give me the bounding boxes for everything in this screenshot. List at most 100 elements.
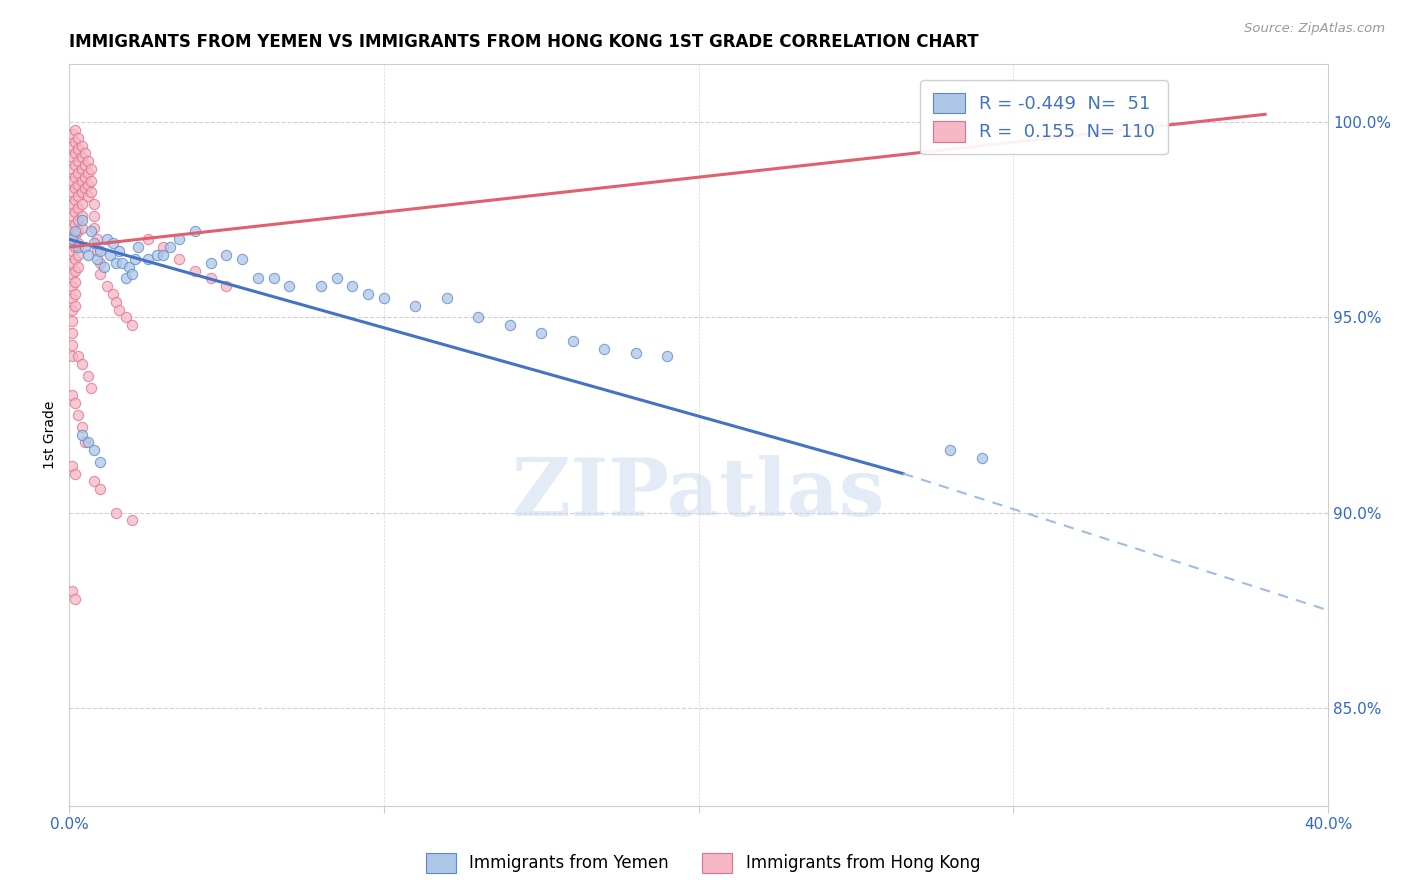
- Point: [60, 583, 83, 598]
- Point: [73, 158, 96, 172]
- Point: [215, 279, 238, 293]
- Point: [146, 248, 169, 262]
- Point: [70, 174, 93, 188]
- Point: [65, 224, 87, 238]
- Text: ZIPatlas: ZIPatlas: [512, 455, 884, 533]
- Point: [86, 244, 108, 258]
- Point: [98, 248, 121, 262]
- Point: [67, 224, 90, 238]
- Text: Source: ZipAtlas.com: Source: ZipAtlas.com: [1244, 22, 1385, 36]
- Legend: R = -0.449  N=  51, R =  0.155  N= 110: R = -0.449 N= 51, R = 0.155 N= 110: [920, 80, 1168, 154]
- Point: [152, 240, 174, 254]
- Point: [60, 388, 83, 402]
- Point: [73, 181, 96, 195]
- Point: [561, 334, 583, 348]
- Point: [200, 256, 222, 270]
- Point: [65, 217, 87, 231]
- Point: [655, 350, 678, 364]
- Point: [118, 260, 141, 274]
- Point: [65, 263, 87, 277]
- Point: [65, 287, 87, 301]
- Point: [530, 326, 553, 340]
- Point: [83, 236, 105, 251]
- Point: [60, 458, 83, 473]
- Point: [60, 326, 83, 340]
- Point: [70, 197, 93, 211]
- Point: [70, 419, 93, 434]
- Point: [65, 275, 87, 289]
- Point: [65, 299, 87, 313]
- Point: [65, 252, 87, 266]
- Text: IMMIGRANTS FROM YEMEN VS IMMIGRANTS FROM HONG KONG 1ST GRADE CORRELATION CHART: IMMIGRANTS FROM YEMEN VS IMMIGRANTS FROM…: [69, 33, 979, 51]
- Point: [89, 256, 111, 270]
- Point: [65, 240, 87, 254]
- Point: [65, 135, 87, 149]
- Point: [67, 248, 90, 262]
- Point: [593, 342, 616, 356]
- Point: [404, 299, 426, 313]
- Point: [325, 271, 347, 285]
- Point: [67, 236, 90, 251]
- Point: [86, 252, 108, 266]
- Point: [65, 228, 87, 243]
- Point: [67, 189, 90, 203]
- Point: [60, 302, 83, 317]
- Point: [80, 161, 103, 176]
- Point: [105, 506, 128, 520]
- Point: [111, 256, 134, 270]
- Point: [60, 150, 83, 164]
- Point: [70, 427, 93, 442]
- Point: [83, 197, 105, 211]
- Point: [80, 186, 103, 200]
- Point: [373, 291, 395, 305]
- Point: [167, 232, 190, 246]
- Point: [101, 236, 124, 251]
- Point: [73, 146, 96, 161]
- Point: [73, 435, 96, 450]
- Point: [357, 287, 380, 301]
- Point: [67, 130, 90, 145]
- Point: [70, 150, 93, 164]
- Point: [60, 291, 83, 305]
- Point: [67, 408, 90, 422]
- Point: [60, 337, 83, 351]
- Point: [67, 240, 90, 254]
- Point: [70, 220, 93, 235]
- Point: [60, 138, 83, 153]
- Point: [342, 279, 364, 293]
- Point: [278, 279, 301, 293]
- Point: [65, 193, 87, 207]
- Point: [76, 435, 98, 450]
- Point: [67, 143, 90, 157]
- Point: [60, 209, 83, 223]
- Point: [80, 174, 103, 188]
- Point: [60, 220, 83, 235]
- Point: [121, 318, 143, 333]
- Point: [101, 287, 124, 301]
- Point: [70, 161, 93, 176]
- Point: [83, 209, 105, 223]
- Point: [89, 244, 111, 258]
- Point: [89, 268, 111, 282]
- Point: [60, 232, 83, 246]
- Point: [121, 513, 143, 527]
- Point: [127, 240, 149, 254]
- Point: [105, 294, 128, 309]
- Point: [114, 310, 136, 325]
- Point: [65, 205, 87, 219]
- Point: [136, 252, 159, 266]
- Point: [70, 357, 93, 371]
- Point: [89, 482, 111, 496]
- Point: [96, 279, 118, 293]
- Point: [309, 279, 332, 293]
- Point: [231, 252, 253, 266]
- Point: [60, 197, 83, 211]
- Point: [108, 244, 131, 258]
- Point: [70, 138, 93, 153]
- Point: [76, 166, 98, 180]
- Point: [65, 591, 87, 606]
- Point: [121, 268, 143, 282]
- Point: [467, 310, 489, 325]
- Point: [65, 467, 87, 481]
- Point: [108, 302, 131, 317]
